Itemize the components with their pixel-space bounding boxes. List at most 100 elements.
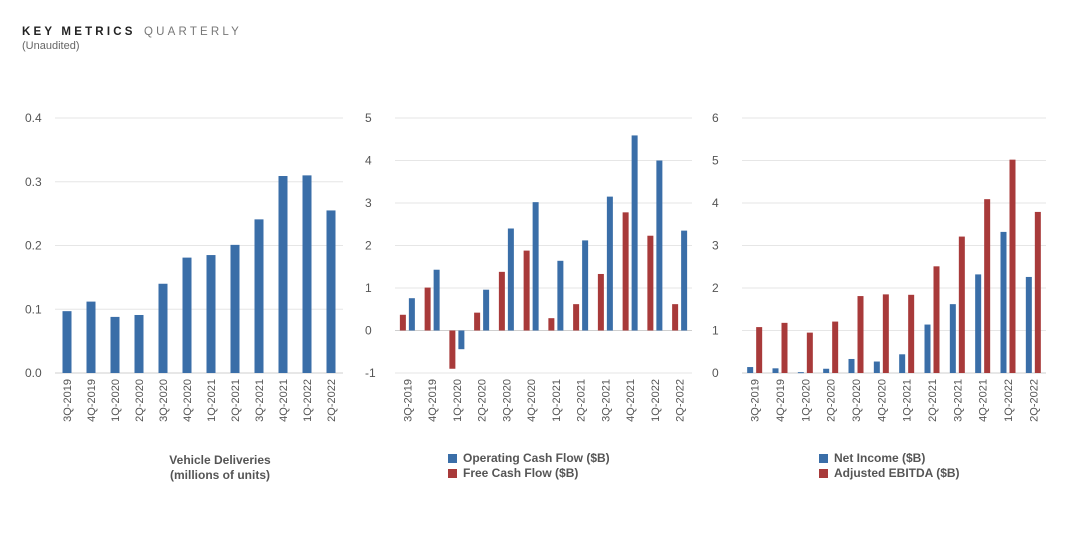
bar-free-cash-flow-b xyxy=(424,287,431,331)
y-tick-label: 5 xyxy=(712,154,719,168)
x-tick-label: 4Q-2020 xyxy=(526,379,538,422)
x-tick-label: 3Q-2021 xyxy=(952,379,964,422)
x-tick-label: 1Q-2021 xyxy=(206,379,218,422)
page-header: KEY METRICS QUARTERLY (Unaudited) xyxy=(22,26,242,52)
y-tick-label: 0.0 xyxy=(25,366,42,380)
x-tick-label: 4Q-2020 xyxy=(182,379,194,422)
bar-free-cash-flow-b xyxy=(573,304,580,331)
x-tick-label: 2Q-2022 xyxy=(1028,379,1040,422)
x-tick-label: 1Q-2020 xyxy=(452,379,464,422)
bar-operating-cash-flow-b xyxy=(582,240,589,331)
bar-adjusted-ebitda-b xyxy=(1034,211,1041,373)
caption-line-2: (millions of units) xyxy=(170,468,270,482)
bar-operating-cash-flow-b xyxy=(433,269,440,331)
bar-vehicle-deliveries xyxy=(230,244,240,373)
bar-vehicle-deliveries xyxy=(134,314,144,373)
x-tick-label: 3Q-2021 xyxy=(254,379,266,422)
y-tick-label: 4 xyxy=(365,154,372,168)
y-tick-label: 1 xyxy=(712,324,719,338)
bar-adjusted-ebitda-b xyxy=(756,327,763,373)
x-tick-label: 2Q-2021 xyxy=(576,379,588,422)
x-tick-label: 4Q-2019 xyxy=(427,379,439,422)
bar-net-income-b xyxy=(797,372,804,374)
legend-label: Operating Cash Flow ($B) xyxy=(463,451,610,465)
x-tick-label: 3Q-2020 xyxy=(851,379,863,422)
x-tick-label: 2Q-2021 xyxy=(927,379,939,422)
legend-item-free-cash-flow: Free Cash Flow ($B) xyxy=(448,466,610,481)
legend-item-adjusted-ebitda: Adjusted EBITDA ($B) xyxy=(819,466,960,481)
bar-adjusted-ebitda-b xyxy=(984,199,991,373)
x-tick-label: 4Q-2021 xyxy=(625,379,637,422)
bar-vehicle-deliveries xyxy=(326,210,336,373)
bar-free-cash-flow-b xyxy=(622,212,629,331)
x-tick-label: 3Q-2019 xyxy=(402,379,414,422)
bar-adjusted-ebitda-b xyxy=(958,236,965,373)
bar-free-cash-flow-b xyxy=(647,235,654,331)
bar-operating-cash-flow-b xyxy=(631,135,638,331)
unaudited-note: (Unaudited) xyxy=(22,40,80,52)
bar-free-cash-flow-b xyxy=(548,318,555,331)
bar-net-income-b xyxy=(949,304,956,373)
bar-vehicle-deliveries xyxy=(86,301,96,373)
bar-operating-cash-flow-b xyxy=(557,260,564,331)
bar-adjusted-ebitda-b xyxy=(1009,159,1016,373)
y-tick-label: 0.3 xyxy=(25,175,42,189)
x-tick-label: 3Q-2019 xyxy=(750,379,762,422)
x-tick-label: 3Q-2021 xyxy=(600,379,612,422)
y-tick-label: 3 xyxy=(712,239,719,253)
bar-vehicle-deliveries xyxy=(158,283,168,373)
title-main: KEY METRICS xyxy=(22,26,136,38)
y-tick-label: 0.1 xyxy=(25,302,42,316)
bar-net-income-b xyxy=(924,324,931,373)
bar-adjusted-ebitda-b xyxy=(933,266,940,373)
caption-line-1: Vehicle Deliveries xyxy=(169,453,271,467)
x-tick-label: 3Q-2019 xyxy=(62,379,74,422)
x-tick-label: 3Q-2020 xyxy=(158,379,170,422)
bar-vehicle-deliveries xyxy=(278,176,288,373)
title-sub: QUARTERLY xyxy=(144,26,243,38)
bar-vehicle-deliveries xyxy=(110,316,120,373)
bar-operating-cash-flow-b xyxy=(483,289,490,331)
bar-vehicle-deliveries xyxy=(302,175,312,373)
bar-operating-cash-flow-b xyxy=(656,160,663,331)
y-tick-label: 0 xyxy=(365,324,372,338)
x-tick-label: 4Q-2021 xyxy=(978,379,990,422)
x-tick-label: 1Q-2020 xyxy=(800,379,812,422)
bar-adjusted-ebitda-b xyxy=(781,322,788,373)
y-tick-label: 4 xyxy=(712,196,719,210)
bar-net-income-b xyxy=(848,358,855,373)
bar-operating-cash-flow-b xyxy=(408,298,415,331)
x-tick-label: 4Q-2019 xyxy=(86,379,98,422)
bar-operating-cash-flow-b xyxy=(606,196,613,331)
cash-flow-legend: Operating Cash Flow ($B) Free Cash Flow … xyxy=(448,451,610,481)
legend-label: Adjusted EBITDA ($B) xyxy=(834,466,960,480)
y-tick-label: 5 xyxy=(365,111,372,125)
bar-net-income-b xyxy=(1000,231,1007,373)
bar-free-cash-flow-b xyxy=(672,304,679,331)
bar-adjusted-ebitda-b xyxy=(857,296,864,373)
legend-label: Free Cash Flow ($B) xyxy=(463,466,579,480)
income-ebitda-legend: Net Income ($B) Adjusted EBITDA ($B) xyxy=(819,451,960,481)
x-tick-label: 4Q-2020 xyxy=(876,379,888,422)
y-tick-label: 1 xyxy=(365,281,372,295)
bar-net-income-b xyxy=(899,354,906,373)
legend-swatch-red xyxy=(819,469,828,478)
x-tick-label: 1Q-2022 xyxy=(1003,379,1015,422)
bar-adjusted-ebitda-b xyxy=(908,294,915,373)
x-tick-label: 1Q-2021 xyxy=(551,379,563,422)
x-tick-label: 2Q-2020 xyxy=(477,379,489,422)
legend-swatch-red xyxy=(448,469,457,478)
x-tick-label: 2Q-2020 xyxy=(826,379,838,422)
bar-free-cash-flow-b xyxy=(498,271,505,331)
bar-net-income-b xyxy=(873,361,880,373)
bar-adjusted-ebitda-b xyxy=(832,321,839,373)
bar-adjusted-ebitda-b xyxy=(806,332,813,373)
bar-operating-cash-flow-b xyxy=(532,202,539,331)
bar-net-income-b xyxy=(975,274,982,373)
bar-operating-cash-flow-b xyxy=(681,230,688,331)
x-tick-label: 1Q-2020 xyxy=(110,379,122,422)
vehicle-deliveries-caption: Vehicle Deliveries (millions of units) xyxy=(150,453,290,483)
bar-net-income-b xyxy=(747,367,754,373)
